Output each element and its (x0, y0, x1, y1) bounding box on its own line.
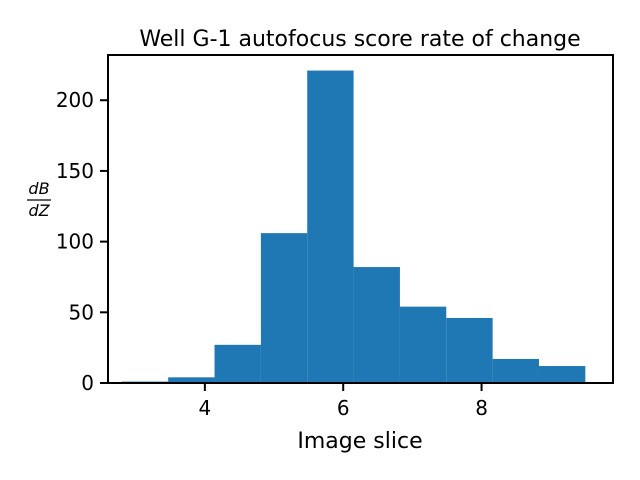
histogram-bar-8 (446, 317, 493, 383)
y-axis-label-numerator: dB (28, 179, 49, 198)
y-axis-ticks: 0 50 100 150 200 (56, 88, 108, 395)
histogram-bar-5 (307, 70, 354, 383)
y-tick-label: 200 (56, 88, 94, 112)
bars-group (121, 70, 586, 383)
x-tick-label: 6 (337, 396, 350, 420)
histogram-bar-10 (538, 366, 586, 383)
y-tick-label: 150 (56, 159, 94, 183)
histogram-bar-7 (399, 306, 447, 383)
y-tick-label: 100 (56, 230, 94, 254)
y-tick-label: 0 (81, 371, 94, 395)
y-axis-label-denominator: dZ (28, 201, 50, 220)
x-axis-ticks: 4 6 8 (198, 383, 488, 420)
histogram-bar-2 (168, 377, 215, 383)
histogram-bar-9 (492, 358, 539, 383)
histogram-bar-3 (214, 344, 261, 383)
histogram-bar-4 (260, 233, 308, 383)
x-tick-label: 4 (198, 396, 211, 420)
y-axis-label: dB dZ (27, 179, 51, 220)
y-tick-label: 50 (69, 300, 94, 324)
chart-title: Well G-1 autofocus score rate of change (139, 27, 580, 52)
x-tick-label: 8 (475, 396, 488, 420)
histogram-bar-6 (353, 267, 400, 383)
plot-frame (107, 54, 614, 384)
x-axis-label: Image slice (297, 429, 422, 454)
